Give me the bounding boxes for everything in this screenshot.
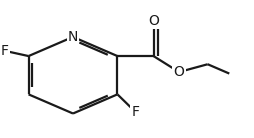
- Text: F: F: [1, 44, 9, 58]
- Text: O: O: [173, 65, 184, 79]
- Text: N: N: [68, 30, 78, 44]
- Text: F: F: [132, 105, 139, 119]
- Text: O: O: [148, 14, 159, 28]
